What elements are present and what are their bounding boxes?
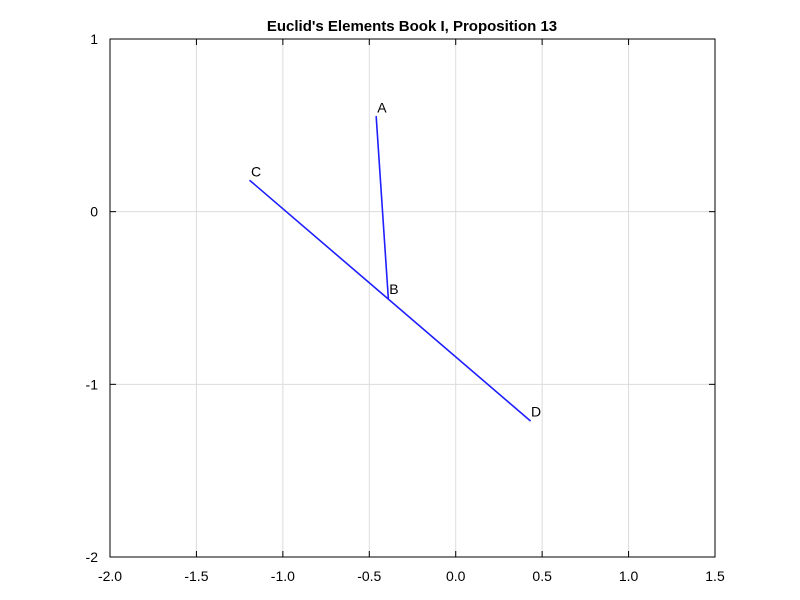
chart-title: Euclid's Elements Book I, Proposition 13 <box>267 18 557 35</box>
y-tick-label: -2 <box>86 549 99 565</box>
point-labels: A B C D <box>251 100 541 420</box>
x-tick-label: -1.5 <box>184 568 208 584</box>
x-tick-label: 0.5 <box>532 568 552 584</box>
x-tick-label: -2.0 <box>98 568 122 584</box>
x-tick-label: -1.0 <box>271 568 295 584</box>
point-label-d: D <box>531 404 541 420</box>
y-tick-label: -1 <box>86 376 99 392</box>
segment-cd <box>249 179 531 422</box>
point-label-c: C <box>251 164 261 180</box>
point-label-a: A <box>377 100 387 116</box>
y-tick-label: 1 <box>90 31 98 47</box>
plot-frame <box>109 38 716 558</box>
x-tick-label: 1.0 <box>619 568 639 584</box>
tick-labels: -2.0 -1.5 -1.0 -0.5 0.0 0.5 1.0 1.5 1 0 -1 -2 <box>86 31 725 584</box>
x-tick-label: -0.5 <box>357 568 381 584</box>
segments <box>249 115 531 422</box>
x-tick-label: 1.5 <box>705 568 725 584</box>
axis-ticks <box>109 38 716 558</box>
grid <box>110 39 715 557</box>
x-tick-label: 0.0 <box>446 568 466 584</box>
point-label-b: B <box>389 281 398 297</box>
segment-ab <box>375 115 390 299</box>
y-tick-label: 0 <box>90 204 98 220</box>
